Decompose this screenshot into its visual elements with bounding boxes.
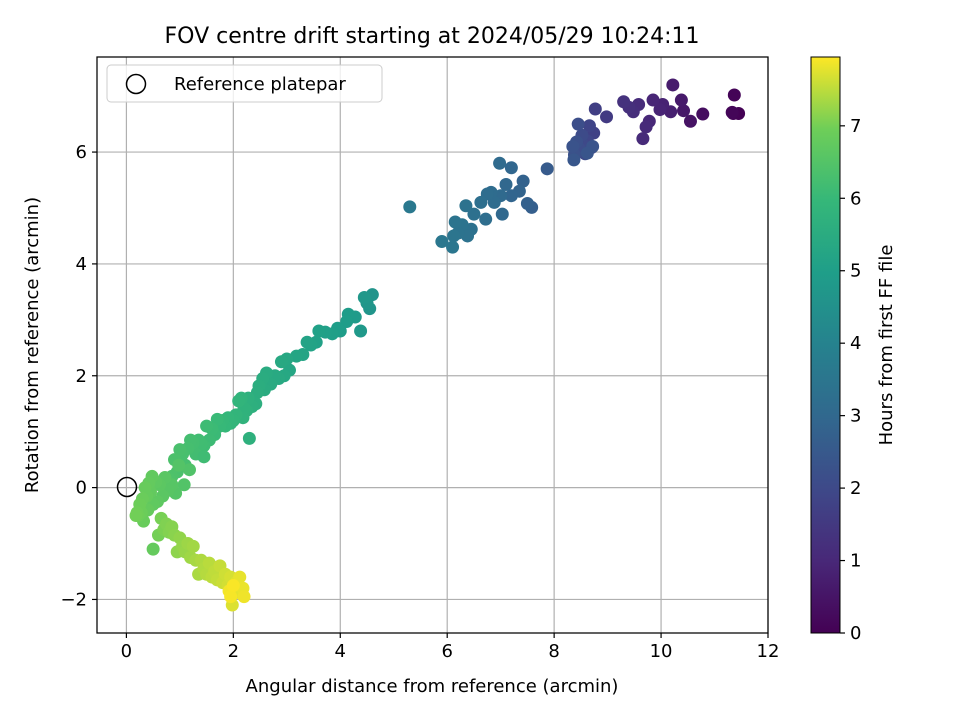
x-axis-ticks: 0 2 4 6 8 10 12 [121,633,780,662]
data-point [210,412,224,426]
y-tick-label: 2 [76,366,87,387]
data-point [459,199,473,213]
data-point [226,578,240,592]
x-tick-label: 2 [228,641,239,662]
data-point [300,335,314,349]
colorbar-tick-label: 5 [850,261,861,282]
colorbar-tick-label: 1 [850,551,861,572]
colorbar-tick-label: 2 [850,478,861,499]
data-point [683,114,697,128]
data-point [197,450,211,464]
y-tick-label: 4 [76,254,87,275]
data-point [580,146,594,160]
legend-marker-icon [125,73,147,95]
y-axis-label: Rotation from reference (arcmin) [22,197,43,493]
colorbar-gradient [810,56,841,634]
x-tick-label: 12 [757,641,780,662]
data-point [232,394,246,408]
data-point [479,212,493,226]
data-point [200,419,214,433]
data-point [177,478,191,492]
x-tick-label: 6 [441,641,452,662]
data-point [677,104,691,118]
data-point [653,103,667,117]
data-point [727,88,741,102]
y-tick-label: 0 [76,478,87,499]
data-point [138,481,152,495]
x-axis-label: Angular distance from reference (arcmin) [246,676,619,697]
data-point [639,120,653,134]
legend-box [106,64,383,103]
legend: Reference platepar [106,64,383,103]
data-point [504,189,518,203]
data-point [312,324,326,338]
data-point [340,315,354,329]
data-point [224,590,238,604]
data-point [617,95,631,109]
data-point [566,139,580,153]
data-point [571,117,585,131]
colorbar-label: Hours from first FF file [876,245,897,446]
data-point [435,235,449,249]
data-point [540,162,554,176]
data-point [467,207,481,221]
data-point [447,229,461,243]
x-tick-label: 10 [650,641,673,662]
colorbar-tick-label: 4 [850,333,861,354]
x-tick-label: 8 [548,641,559,662]
data-point [636,132,650,146]
chart-title: FOV centre drift starting at 2024/05/29 … [165,24,700,49]
colorbar-ticks: 0 1 2 3 4 5 6 7 [840,116,861,644]
plot-frame [96,56,769,634]
colorbar-tick-label: 0 [850,623,861,644]
data-point [354,324,368,338]
data-point [448,215,462,229]
points-layer [129,78,746,612]
data-point [588,102,602,116]
data-point [666,78,680,92]
colorbar: 0 1 2 3 4 5 6 7 Hours from first FF file [810,56,897,644]
data-point [646,93,660,107]
data-point [567,153,581,167]
y-axis-ticks: −2 0 2 4 6 [60,142,97,610]
data-point [516,174,530,188]
data-point [242,431,256,445]
x-tick-label: 4 [335,641,346,662]
data-point [499,178,513,191]
data-point [495,207,509,221]
data-point [274,355,288,369]
colorbar-tick-label: 6 [850,188,861,209]
y-tick-label: 6 [76,142,87,163]
data-point [600,110,614,124]
data-point [725,105,739,119]
y-tick-label: −2 [60,589,87,610]
data-point [474,195,488,209]
data-point [403,200,417,214]
data-point [504,161,518,175]
grid-lines [97,57,769,633]
data-point [186,539,200,553]
data-point [183,463,196,477]
data-point [582,119,596,133]
data-point [520,197,534,211]
colorbar-tick-label: 7 [850,116,861,137]
data-point [173,443,187,457]
data-point [357,290,371,304]
data-point [446,240,460,254]
data-point [172,458,186,472]
data-point [696,107,710,121]
colorbar-tick-label: 3 [850,406,861,427]
legend-label: Reference platepar [174,74,346,95]
data-point [129,509,143,523]
x-tick-label: 0 [121,641,132,662]
data-point [146,542,160,556]
data-point [674,93,688,107]
data-point [237,590,251,604]
reference-platepar-marker [116,476,138,498]
data-point [493,156,507,170]
